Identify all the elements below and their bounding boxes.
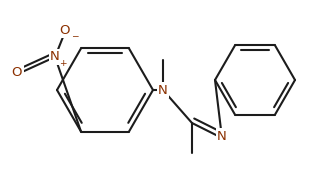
Text: O: O bbox=[12, 65, 22, 78]
Text: −: − bbox=[71, 31, 79, 41]
Text: N: N bbox=[50, 51, 60, 63]
Text: +: + bbox=[59, 58, 67, 68]
Text: N: N bbox=[158, 83, 168, 97]
Text: O: O bbox=[60, 23, 70, 36]
Text: N: N bbox=[217, 130, 227, 142]
